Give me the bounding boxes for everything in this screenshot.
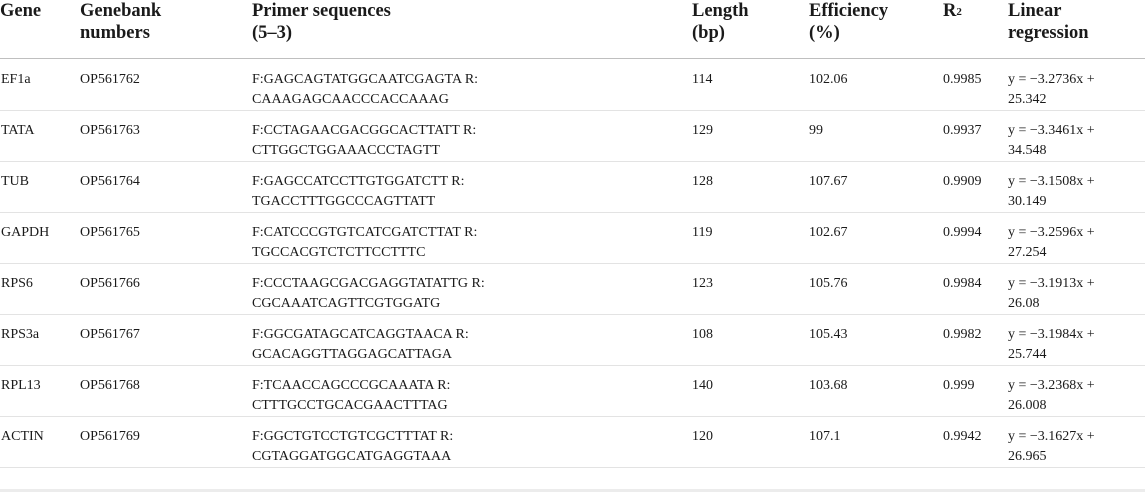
header-r2: R2 [943,1,962,21]
cell-accession: OP561767 [80,326,140,342]
table-row: TUB OP561764 F:GAGCCATCCTTGTGGATCTT R: TG… [0,161,1145,212]
cell-primer: F:CATCCCGTGTCATCGATCTTAT R: TGCCACGTCTCTT… [252,212,692,263]
cell-accession: OP561769 [80,428,140,444]
table-row: GAPDH OP561765 F:CATCCCGTGTCATCGATCTTAT … [0,212,1145,263]
cell-accession: OP561765 [80,224,140,240]
cell-r2: 0.9909 [943,173,982,189]
primer-forward: F:GGCGATAGCATCAGGTAACA R: [252,326,469,342]
cell-length: 120 [692,428,713,444]
cell-linear-regression: y = −3.2736x +25.342 [1008,71,1095,107]
cell-length: 119 [692,224,713,240]
cell-linear-regression: y = −3.2368x +26.008 [1008,377,1095,413]
cell-accession: OP561764 [80,173,140,189]
primer-reverse: CGTAGGATGGCATGAGGTAAA [252,448,452,464]
header-length: Length (bp) [692,1,749,43]
cell-length: 123 [692,275,713,291]
cell-r2: 0.9984 [943,275,982,291]
table-row: RPS3a OP561767 F:GGCGATAGCATCAGGTAACA R:… [0,314,1145,365]
cell-r2: 0.9982 [943,326,982,342]
cell-efficiency: 105.76 [809,275,848,291]
cell-linear-regression: y = −3.1913x +26.08 [1008,275,1095,311]
table-row: RPL13 OP561768 F:TCAACCAGCCCGCAAATA R: CT… [0,365,1145,416]
primer-reverse: CGCAAATCAGTTCGTGGATG [252,295,441,311]
cell-gene: RPS6 [1,275,33,291]
primer-forward: F:CATCCCGTGTCATCGATCTTAT R: [252,224,478,240]
cell-linear-regression: y = −3.1508x +30.149 [1008,173,1095,209]
cell-length: 114 [692,71,713,87]
cell-r2: 0.9994 [943,224,982,240]
header-efficiency: Efficiency (%) [809,1,889,43]
cell-efficiency: 107.1 [809,428,841,444]
cell-length: 108 [692,326,713,342]
primer-reverse: TGCCACGTCTCTTCCTTTC [252,244,426,260]
cell-primer: F:GGCTGTCCTGTCGCTTTAT R: CGTAGGATGGCATGAG… [252,416,692,467]
header-gene: Gene [0,1,42,21]
cell-gene: RPL13 [1,377,41,393]
cell-accession: OP561762 [80,71,140,87]
cell-efficiency: 102.67 [809,224,848,240]
cell-linear-regression: y = −3.3461x +34.548 [1008,122,1095,158]
table-bottom-rule [0,489,1145,492]
primer-reverse: CAAAGAGCAACCCACCAAAG [252,91,449,107]
cell-primer: F:CCTAGAACGACGGCACTTATT R: CTTGGCTGGAAACC… [252,110,692,161]
cell-r2: 0.9985 [943,71,982,87]
table-row: TATA OP561763 F:CCTAGAACGACGGCACTTATT R:… [0,110,1145,161]
cell-gene: EF1a [1,71,31,87]
cell-length: 129 [692,122,713,138]
cell-length: 140 [692,377,713,393]
primer-table: Gene Genebank numbers Primer sequences (… [0,0,1145,467]
primer-forward: F:GGCTGTCCTGTCGCTTTAT R: [252,428,454,444]
table-row: ACTIN OP561769 F:GGCTGTCCTGTCGCTTTAT R: C… [0,416,1145,467]
cell-accession: OP561768 [80,377,140,393]
cell-gene: TUB [1,173,29,189]
cell-accession: OP561766 [80,275,140,291]
primer-reverse: GCACAGGTTAGGAGCATTAGA [252,346,452,362]
header-linear-regression: Linear regression [1008,1,1089,43]
cell-primer: F:CCCTAAGCGACGAGGTATATTG R: CGCAAATCAGTTC… [252,263,692,314]
primer-reverse: TGACCTTTGGCCCAGTTATT [252,193,436,209]
cell-primer: F:GAGCAGTATGGCAATCGAGTA R: CAAAGAGCAACCCA… [252,58,692,110]
cell-linear-regression: y = −3.1984x +25.744 [1008,326,1095,362]
cell-efficiency: 99 [809,122,823,138]
cell-linear-regression: y = −3.1627x +26.965 [1008,428,1095,464]
cell-efficiency: 105.43 [809,326,848,342]
cell-accession: OP561763 [80,122,140,138]
header-accession: Genebank numbers [80,1,162,43]
primer-forward: F:GAGCAGTATGGCAATCGAGTA R: [252,71,479,87]
cell-efficiency: 103.68 [809,377,848,393]
primer-reverse: CTTGGCTGGAAACCCTAGTT [252,142,440,158]
table-row: EF1a OP561762 F:GAGCAGTATGGCAATCGAGTA R:… [0,58,1145,110]
cell-efficiency: 102.06 [809,71,848,87]
cell-primer: F:GAGCCATCCTTGTGGATCTT R: TGACCTTTGGCCCAG… [252,161,692,212]
header-row: Gene Genebank numbers Primer sequences (… [0,0,1145,58]
cell-gene: TATA [1,122,35,138]
cell-linear-regression: y = −3.2596x +27.254 [1008,224,1095,260]
cell-gene: RPS3a [1,326,40,342]
cell-r2: 0.9937 [943,122,982,138]
cell-efficiency: 107.67 [809,173,848,189]
cell-gene: ACTIN [1,428,44,444]
primer-forward: F:CCTAGAACGACGGCACTTATT R: [252,122,477,138]
primer-forward: F:TCAACCAGCCCGCAAATA R: [252,377,451,393]
cell-r2: 0.999 [943,377,975,393]
header-primer: Primer sequences (5–3) [252,1,391,43]
cell-r2: 0.9942 [943,428,982,444]
primer-forward: F:CCCTAAGCGACGAGGTATATTG R: [252,275,485,291]
table-row: RPS6 OP561766 F:CCCTAAGCGACGAGGTATATTG R… [0,263,1145,314]
cell-length: 128 [692,173,713,189]
cell-gene: GAPDH [1,224,50,240]
primer-reverse: CTTTGCCTGCACGAACTTTAG [252,397,448,413]
table-body: EF1a OP561762 F:GAGCAGTATGGCAATCGAGTA R:… [0,58,1145,467]
primer-forward: F:GAGCCATCCTTGTGGATCTT R: [252,173,465,189]
table-header: Gene Genebank numbers Primer sequences (… [0,0,1145,58]
cell-primer: F:TCAACCAGCCCGCAAATA R: CTTTGCCTGCACGAACT… [252,365,692,416]
cell-primer: F:GGCGATAGCATCAGGTAACA R: GCACAGGTTAGGAGC… [252,314,692,365]
